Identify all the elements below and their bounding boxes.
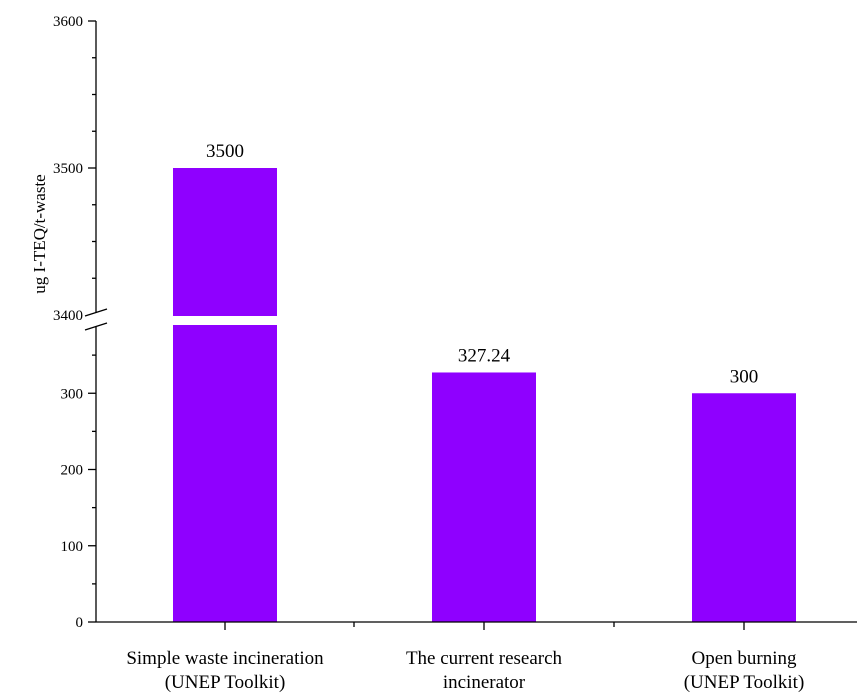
y-tick-label-200: 200 <box>61 463 84 479</box>
x-ticks <box>224 622 745 630</box>
y-ticks: 0 100 200 300 3400 3500 3600 <box>53 14 96 631</box>
bar-3 <box>692 393 796 622</box>
y-tick-label-3500: 3500 <box>53 161 83 177</box>
category-label-3: Open burning (UNEP Toolkit) <box>684 648 805 693</box>
data-label-3: 300 <box>730 366 759 387</box>
axis-break-mark-2 <box>84 322 108 331</box>
category-label-2: The current research incinerator <box>406 648 563 693</box>
y-tick-label-100: 100 <box>61 539 84 555</box>
y-tick-label-3600: 3600 <box>53 14 83 30</box>
category-label-1: Simple waste incineration (UNEP Toolkit) <box>126 648 324 693</box>
y-tick-label-300: 300 <box>61 386 84 402</box>
data-label-2: 327.24 <box>458 345 511 366</box>
bars <box>173 168 796 622</box>
axes <box>84 21 857 623</box>
bar-1-lower <box>173 325 277 622</box>
bar-2 <box>432 372 536 622</box>
axis-break-mark-1 <box>84 308 108 317</box>
bar-1-upper <box>173 168 277 316</box>
category-labels: Simple waste incineration (UNEP Toolkit) T… <box>126 648 804 693</box>
y-tick-label-3400: 3400 <box>53 308 83 324</box>
y-axis-title: ug I-TEQ/t-waste <box>30 174 49 293</box>
data-labels: 3500 327.24 300 <box>206 141 758 387</box>
y-tick-label-0: 0 <box>76 615 84 631</box>
data-label-1: 3500 <box>206 141 244 162</box>
